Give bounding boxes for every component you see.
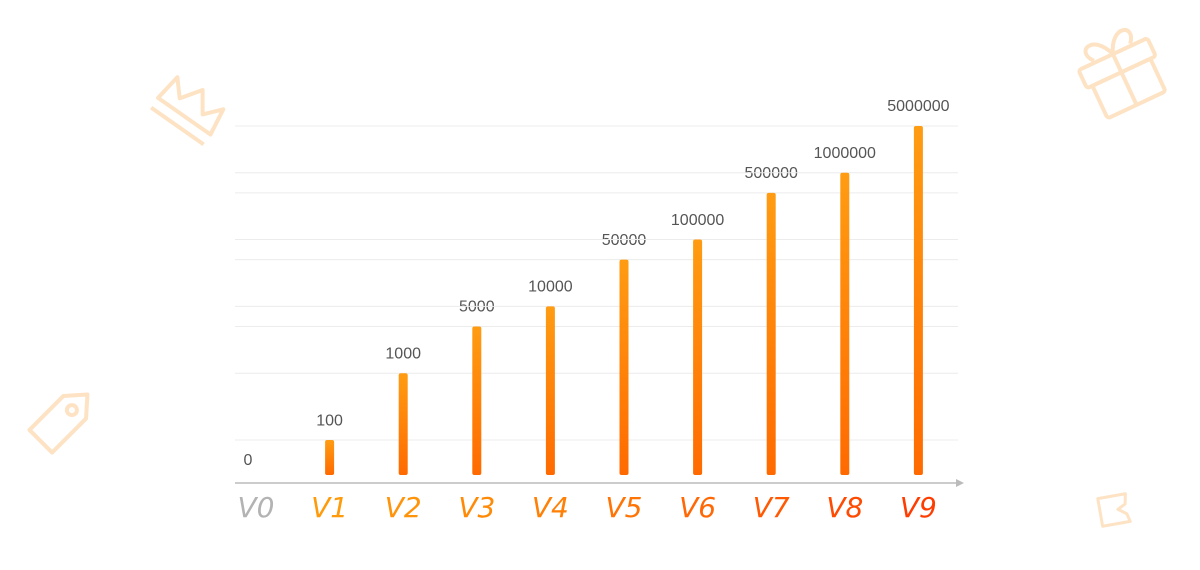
value-label: 0 [244, 452, 253, 469]
x-tick-label: V5 [606, 491, 643, 524]
bar [398, 373, 408, 475]
value-label: 1000 [385, 345, 421, 362]
gift-icon [1077, 28, 1167, 120]
x-tick-label: V4 [532, 491, 569, 524]
value-label: 10000 [528, 279, 573, 296]
bar [766, 192, 776, 475]
x-tick-label: V8 [826, 491, 863, 524]
x-tick-label: V3 [458, 491, 495, 524]
x-axis-arrow [956, 479, 964, 487]
value-label: 100 [316, 412, 343, 429]
plot-area: 0 V0 100 V1 1000 V2 5000 V3 10000 V4 50000 V5 100000… [235, 98, 958, 524]
bar [619, 259, 629, 475]
tag-icon [27, 392, 90, 455]
x-tick-label: V1 [311, 491, 348, 524]
value-label: 5000000 [887, 98, 949, 115]
x-tick-label: V2 [385, 491, 422, 524]
x-tick-label: V6 [679, 491, 716, 524]
bar [472, 326, 482, 475]
bar [545, 306, 555, 475]
value-label: 5000 [459, 299, 495, 316]
value-label: 500000 [745, 165, 798, 182]
crown-icon [150, 75, 226, 147]
value-label: 100000 [671, 212, 724, 229]
value-label: 50000 [602, 232, 647, 249]
x-tick-label: V0 [238, 491, 275, 524]
value-label: 1000000 [814, 145, 876, 162]
x-tick-label: V9 [900, 491, 937, 524]
x-tick-label: V7 [753, 491, 790, 524]
bar [913, 126, 923, 475]
bar [325, 440, 335, 475]
bar [693, 239, 703, 475]
ticket-icon [1096, 492, 1132, 528]
bar [840, 172, 850, 475]
